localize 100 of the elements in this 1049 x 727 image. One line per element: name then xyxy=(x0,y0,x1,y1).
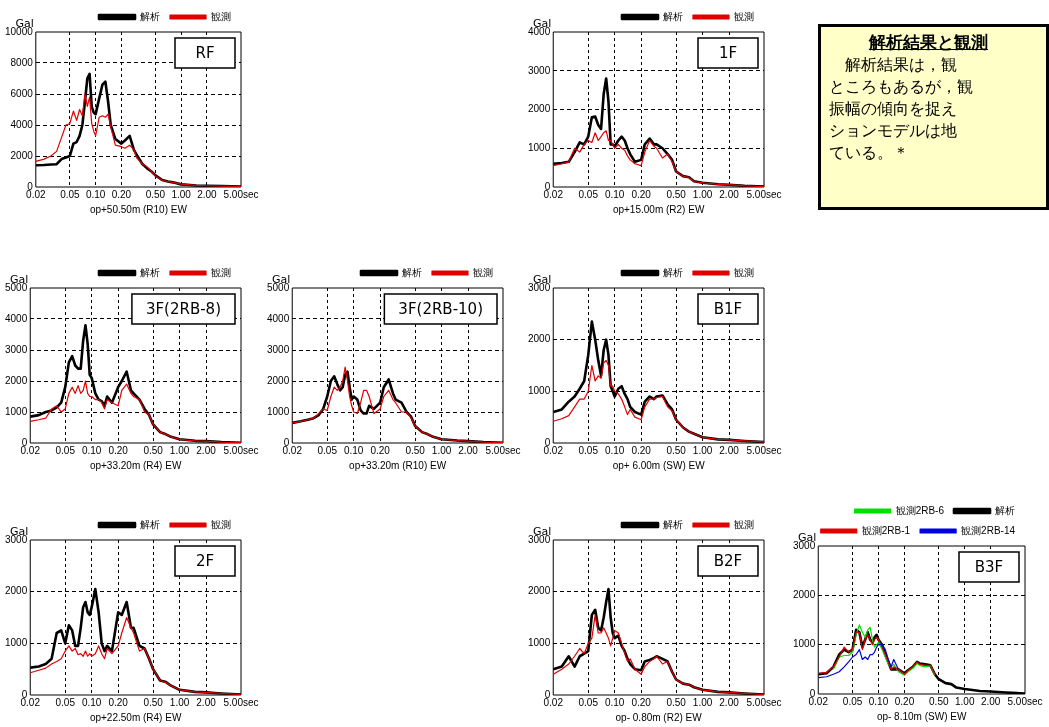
y-tick-label: 1000 xyxy=(267,405,290,417)
x-axis-title: op+ 6.00m (SW) EW xyxy=(612,459,706,471)
x-tick-label: 5.00sec xyxy=(223,696,259,708)
x-axis-title: op+33.20m (R10) EW xyxy=(349,459,447,471)
x-tick-label: 5.00sec xyxy=(746,188,782,200)
y-tick-label: 3000 xyxy=(267,343,290,355)
x-tick-label: 0.20 xyxy=(631,444,652,456)
legend-label: 解析 xyxy=(402,266,422,278)
x-tick-label: 0.50 xyxy=(143,696,164,708)
y-tick-label: 1000 xyxy=(5,405,28,417)
y-tick-label: 2000 xyxy=(528,333,551,345)
annotation: B1F xyxy=(713,299,743,318)
x-tick-label: 0.20 xyxy=(370,444,391,456)
x-tick-label: 2.00 xyxy=(980,695,1001,707)
legend-label: 観測 xyxy=(211,10,231,22)
x-tick-label: 1.00 xyxy=(692,444,713,456)
x-tick-label: 0.05 xyxy=(842,695,863,707)
legend-label: 解析 xyxy=(140,266,160,278)
y-tick-label: 4000 xyxy=(10,118,34,130)
y-tick-label: 2000 xyxy=(267,374,290,386)
y-tick-label: 1000 xyxy=(793,638,816,650)
x-tick-label: 5.00sec xyxy=(485,444,521,456)
x-tick-label: 0.20 xyxy=(894,695,915,707)
y-tick-label: 2000 xyxy=(5,585,28,597)
legend-label: 観測2RB-14 xyxy=(961,524,1016,536)
y-tick-label: 2000 xyxy=(5,374,28,386)
legend-label: 観測2RB-6 xyxy=(895,504,945,516)
legend-label: 解析 xyxy=(663,518,683,530)
x-tick-label: 0.20 xyxy=(111,188,132,200)
legend-label: 観測 xyxy=(734,518,754,530)
y-tick-label: 1000 xyxy=(528,637,551,649)
text: ションモデルは地 xyxy=(829,120,958,142)
x-tick-label: 2.00 xyxy=(719,188,740,200)
legend-label: 観測 xyxy=(473,266,493,278)
x-tick-label: 0.10 xyxy=(81,444,102,456)
y-tick-label: 3000 xyxy=(5,343,28,355)
x-tick-label: 5.00sec xyxy=(223,188,259,200)
legend-label: 観測 xyxy=(211,518,231,530)
legend-label: 観測 xyxy=(211,266,231,278)
x-tick-label: 0.20 xyxy=(108,444,129,456)
x-tick-label: 1.00 xyxy=(169,696,190,708)
x-tick-label: 0.10 xyxy=(604,696,625,708)
legend-label: 解析 xyxy=(140,10,160,22)
annotation: B3F xyxy=(974,557,1004,576)
legend-label: 観測2RB-1 xyxy=(861,524,911,536)
x-tick-label: 5.00sec xyxy=(746,444,782,456)
x-tick-label: 1.00 xyxy=(692,188,713,200)
x-tick-label: 1.00 xyxy=(692,696,713,708)
text: 解析結果と観測 xyxy=(869,31,989,54)
x-tick-label: 0.50 xyxy=(666,696,687,708)
x-tick-label: 0.05 xyxy=(55,696,76,708)
text: 解析結果は，観 xyxy=(845,54,958,76)
legend-label: 解析 xyxy=(663,266,683,278)
x-tick-label: 1.00 xyxy=(431,444,452,456)
y-tick-label: 1000 xyxy=(528,385,551,397)
x-tick-label: 0.05 xyxy=(60,188,81,200)
x-tick-label: 2.00 xyxy=(719,696,740,708)
x-tick-label: 0.50 xyxy=(666,188,687,200)
x-tick-label: 2.00 xyxy=(719,444,740,456)
y-tick-label: 2000 xyxy=(528,103,551,115)
legend-label: 観測 xyxy=(734,266,754,278)
x-tick-label: 0.50 xyxy=(405,444,426,456)
x-tick-label: 0.20 xyxy=(631,696,652,708)
x-tick-label: 0.10 xyxy=(81,696,102,708)
x-tick-label: 0.05 xyxy=(578,444,599,456)
y-tick-label: 1000 xyxy=(5,637,28,649)
x-tick-label: 0.20 xyxy=(108,696,129,708)
y-tick-label: 4000 xyxy=(5,312,28,324)
annotation: RF xyxy=(195,43,215,62)
x-tick-label: 0.50 xyxy=(666,444,687,456)
x-tick-label: 0.05 xyxy=(55,444,76,456)
x-tick-label: 0.20 xyxy=(631,188,652,200)
x-tick-label: 0.05 xyxy=(578,188,599,200)
y-tick-label: 6000 xyxy=(10,87,34,99)
legend-label: 解析 xyxy=(663,10,683,22)
x-tick-label: 5.00sec xyxy=(746,696,782,708)
y-tick-label: 4000 xyxy=(267,312,290,324)
x-tick-label: 5.00sec xyxy=(1007,695,1043,707)
x-tick-label: 0.50 xyxy=(143,444,164,456)
x-axis-title: op- 8.10m (SW) EW xyxy=(876,710,967,722)
x-tick-label: 5.00sec xyxy=(223,444,259,456)
x-tick-label: 0.10 xyxy=(343,444,364,456)
y-tick-label: 3000 xyxy=(528,64,551,76)
annotation: 1F xyxy=(718,43,738,62)
x-axis-title: op+50.50m (R10) EW xyxy=(89,203,188,215)
x-tick-label: 2.00 xyxy=(196,444,217,456)
x-tick-label: 0.05 xyxy=(578,696,599,708)
x-tick-label: 0.10 xyxy=(868,695,889,707)
y-tick-label: 2000 xyxy=(10,149,34,161)
y-tick-label: 2000 xyxy=(528,585,551,597)
y-tick-label: 2000 xyxy=(793,589,816,601)
x-tick-label: 0.10 xyxy=(85,188,106,200)
x-tick-label: 2.00 xyxy=(458,444,479,456)
text: ところもあるが，観 xyxy=(829,76,974,98)
x-axis-title: op+33.20m (R4) EW xyxy=(89,459,182,471)
legend-label: 観測 xyxy=(734,10,754,22)
x-tick-label: 1.00 xyxy=(171,188,192,200)
x-tick-label: 0.50 xyxy=(145,188,166,200)
annotation: 2F xyxy=(195,551,215,570)
y-tick-label: 1000 xyxy=(528,142,551,153)
